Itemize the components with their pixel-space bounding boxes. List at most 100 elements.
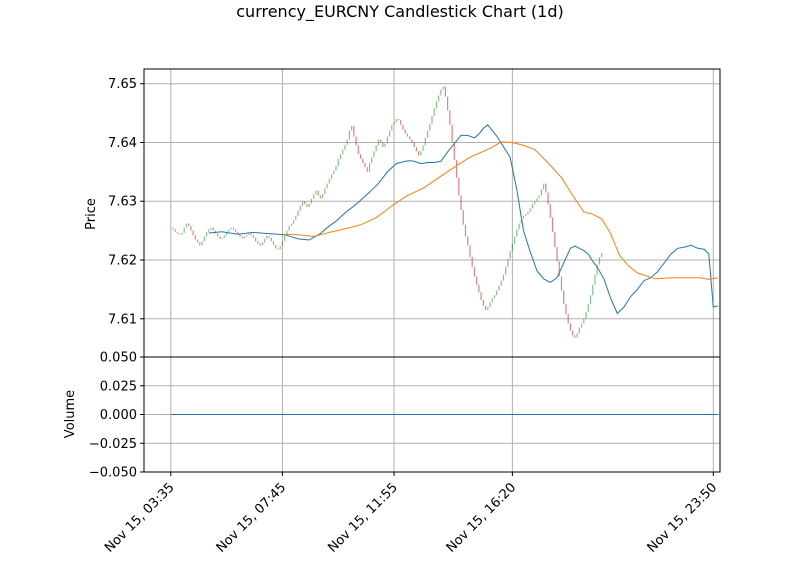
x-tick-label: Nov 15, 11:55 (325, 480, 401, 556)
candle (531, 204, 534, 209)
candle (270, 237, 272, 242)
candle (594, 274, 596, 285)
candle (400, 120, 402, 125)
candle (549, 204, 551, 218)
candle (449, 110, 451, 125)
candle (217, 233, 219, 237)
candle (263, 238, 266, 243)
candle (516, 229, 518, 237)
candle (380, 139, 382, 143)
candle (290, 223, 292, 226)
candle (547, 192, 549, 205)
candle (272, 241, 275, 245)
candle (538, 195, 540, 199)
price-y-tick-label: 7.62 (108, 254, 137, 269)
candle (545, 183, 547, 193)
candle (210, 227, 212, 230)
candle (511, 243, 513, 252)
candle (551, 217, 554, 232)
candle (234, 229, 237, 232)
candle (230, 227, 232, 230)
series-line-1 (208, 124, 718, 315)
candle (500, 280, 502, 286)
candle (219, 236, 221, 239)
candle (464, 224, 467, 237)
candle (304, 201, 306, 205)
candle (411, 139, 413, 143)
candle (196, 239, 199, 243)
candle (435, 101, 438, 109)
candle (364, 163, 366, 168)
price-y-tick-label: 7.61 (108, 312, 137, 327)
candle (375, 145, 377, 152)
candle (333, 170, 335, 175)
candle (453, 142, 455, 161)
candle (563, 290, 565, 305)
candle (299, 205, 301, 211)
candle (337, 158, 339, 166)
candle (556, 247, 558, 262)
x-tick-label: Nov 15, 03:35 (102, 480, 178, 556)
candle (275, 244, 277, 249)
candle (601, 252, 603, 258)
candle (509, 251, 511, 259)
candle (310, 198, 313, 204)
candle (346, 139, 348, 145)
candle (382, 142, 384, 148)
candle (348, 130, 350, 140)
candle (505, 267, 507, 275)
candle (190, 225, 192, 231)
candle (592, 284, 594, 296)
candle (353, 126, 355, 137)
candle (386, 136, 388, 144)
candle (355, 136, 357, 146)
candle (342, 149, 344, 155)
price-y-tick-label: 7.63 (108, 195, 137, 210)
candle (572, 330, 574, 336)
candle (330, 174, 333, 179)
candle (534, 201, 536, 205)
candle (261, 242, 263, 246)
candle (596, 264, 598, 275)
candle (391, 124, 393, 131)
candle (226, 231, 228, 236)
volume-y-tick-label: 0.025 (100, 379, 137, 394)
x-axis: Nov 15, 03:35 Nov 15, 07:45 Nov 15, 11:55 N… (102, 472, 720, 556)
candle (406, 133, 409, 137)
candle (317, 190, 319, 196)
candle (328, 178, 330, 184)
candle (373, 151, 375, 158)
candle (560, 276, 563, 291)
candle (413, 142, 415, 148)
candle (192, 230, 194, 236)
candle (199, 242, 201, 246)
volume-y-tick-label: 0.050 (100, 351, 137, 366)
candle (397, 118, 400, 121)
candle (371, 157, 373, 164)
candle (569, 323, 572, 331)
candle (188, 223, 190, 226)
candle (418, 151, 420, 156)
candle (185, 223, 188, 228)
candle (194, 235, 196, 240)
candle (471, 257, 473, 268)
candle (487, 307, 489, 310)
candle (393, 121, 395, 125)
volume-y-tick-label: 0.000 (100, 408, 137, 423)
candle (536, 198, 538, 202)
series-layer (208, 124, 718, 315)
candle (554, 231, 556, 248)
candle (489, 302, 491, 308)
candle (574, 335, 576, 338)
candle (223, 235, 225, 238)
candle (598, 257, 601, 265)
candle (308, 203, 310, 208)
candle (496, 290, 498, 296)
candle (444, 86, 446, 97)
candle (306, 204, 308, 208)
candle (565, 304, 567, 315)
candle (502, 274, 505, 281)
candle (484, 305, 487, 310)
candle (201, 241, 203, 246)
candle (458, 177, 460, 196)
